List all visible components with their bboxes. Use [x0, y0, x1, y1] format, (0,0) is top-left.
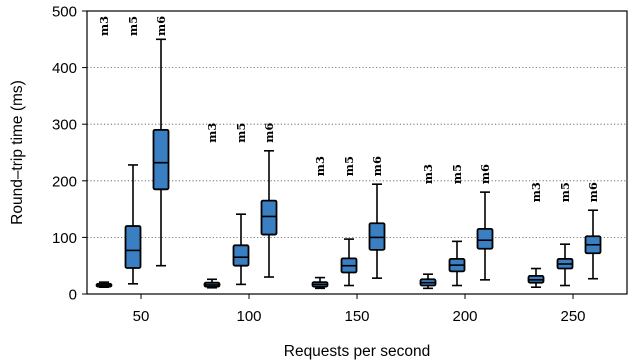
- box-m3-100: [203, 278, 221, 289]
- x-axis-title: Requests per second: [284, 343, 430, 360]
- box-m6-150: [368, 183, 386, 279]
- box-m3-250: [527, 267, 545, 289]
- box-tag-m5: m5: [450, 164, 464, 184]
- box-tag-m6: m6: [478, 164, 492, 184]
- y-tick-label: 400: [52, 60, 77, 77]
- box-tag-m3: m3: [97, 16, 111, 36]
- box-body: [476, 228, 494, 250]
- box-tag-m3: m3: [529, 182, 543, 202]
- y-tick-label: 100: [52, 230, 77, 247]
- box-tag-m6: m6: [154, 16, 168, 36]
- y-tick-label: 0: [69, 287, 77, 304]
- y-axis-title: Round–trip time (ms): [9, 80, 26, 225]
- box-body: [152, 128, 170, 191]
- box-m5-200: [448, 240, 466, 287]
- box-m5-50: [124, 164, 142, 285]
- box-tag-m3: m3: [205, 123, 219, 143]
- x-tick-label: 100: [236, 308, 261, 325]
- box-body: [260, 199, 278, 236]
- box-tag-m6: m6: [262, 123, 276, 143]
- box-m6-50: [152, 38, 170, 267]
- box-plot-boxes: [95, 38, 602, 290]
- box-m6-250: [584, 209, 602, 280]
- box-tag-m5: m5: [558, 182, 572, 202]
- y-axis-ticks: 0 100 200 300 400 500: [52, 4, 87, 304]
- box-tag-m5: m5: [126, 16, 140, 36]
- box-body: [232, 244, 250, 267]
- box-tag-m5: m5: [342, 156, 356, 176]
- box-m5-100: [232, 213, 250, 286]
- x-tick-label: 50: [133, 308, 150, 325]
- y-tick-label: 200: [52, 173, 77, 190]
- x-tick-label: 250: [560, 308, 585, 325]
- box-m6-200: [476, 191, 494, 281]
- x-axis-ticks: 50 100 150 200 250: [133, 294, 586, 325]
- gridlines: [87, 67, 627, 238]
- box-m5-150: [340, 238, 358, 287]
- box-body: [124, 225, 142, 269]
- box-m3-200: [419, 273, 437, 290]
- box-m5-250: [556, 243, 574, 287]
- box-tag-m3: m3: [313, 156, 327, 176]
- box-tag-m5: m5: [234, 123, 248, 143]
- box-m3-50: [95, 281, 113, 289]
- box-tag-m3: m3: [421, 164, 435, 184]
- box-tag-m6: m6: [370, 156, 384, 176]
- box-m3-150: [311, 276, 329, 290]
- y-tick-label: 300: [52, 117, 77, 134]
- box-tag-m6: m6: [586, 182, 600, 202]
- box-body: [368, 222, 386, 251]
- box-m6-100: [260, 150, 278, 278]
- x-tick-label: 150: [344, 308, 369, 325]
- box-tags: m3 m5 m6 m3 m5 m6 m3 m5 m6 m3 m5 m6 m3 m5 m6: [97, 16, 600, 202]
- x-tick-label: 200: [452, 308, 477, 325]
- y-tick-label: 500: [52, 4, 77, 21]
